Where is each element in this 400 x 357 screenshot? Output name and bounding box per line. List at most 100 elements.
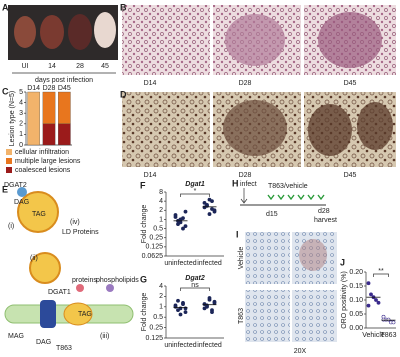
diagram-label: LD Proteins — [62, 229, 99, 236]
y-tick-label: 0.25 — [149, 235, 163, 242]
y-axis-label: ORO positivity (%) — [341, 271, 348, 329]
y-tick-label: 2 — [159, 207, 163, 214]
lipid-droplet — [17, 191, 59, 233]
timeline-label: d28 — [318, 208, 330, 215]
data-point — [181, 302, 185, 306]
bar-segment — [58, 91, 71, 124]
tag-droplet — [63, 302, 93, 326]
chart-title: Dgat2 — [185, 275, 205, 282]
data-point — [381, 317, 386, 322]
histology — [122, 5, 210, 75]
phospholipid — [106, 284, 114, 292]
y-tick-label: 5 — [19, 89, 23, 96]
data-point — [369, 292, 373, 297]
panel-label: G — [140, 274, 147, 284]
panel-label: B — [120, 2, 127, 12]
bar-segment — [58, 123, 71, 146]
timeline-label: infect — [240, 181, 257, 188]
data-point — [183, 209, 188, 214]
legend-swatch — [6, 167, 12, 173]
y-tick-label: 0.00 — [349, 325, 363, 332]
y-tick-label: 0.125 — [145, 244, 163, 251]
data-point — [366, 281, 371, 286]
data-point — [212, 300, 217, 305]
data-point — [212, 208, 217, 213]
y-axis-label: Fold change — [141, 293, 148, 332]
x-tick-label: infected — [197, 260, 222, 267]
data-point — [207, 212, 212, 216]
panel-label: C — [2, 86, 9, 96]
y-tick-label: 4 — [159, 283, 163, 290]
diagram-label: T863 — [56, 345, 72, 352]
lesion — [308, 104, 352, 156]
legend-swatch — [6, 149, 12, 155]
significance-bracket — [180, 193, 210, 197]
dgat1-protein — [40, 300, 56, 328]
y-tick-label: 0.15 — [349, 283, 363, 290]
dose-arrows — [267, 194, 325, 201]
y-tick-label: 2 — [19, 121, 23, 128]
y-tick-label: 0 — [19, 142, 23, 149]
image-label: D45 — [344, 172, 357, 179]
lane-label: UI — [22, 63, 29, 70]
data-point — [183, 310, 188, 315]
micrograph — [245, 232, 290, 284]
data-point — [202, 306, 207, 311]
image-label: D28 — [239, 80, 252, 87]
data-point — [183, 224, 188, 229]
data-point — [202, 201, 207, 205]
y-tick-label: 1 — [19, 131, 23, 138]
y-tick-label: 0.5 — [153, 314, 163, 321]
panel-label: I — [236, 229, 239, 239]
legend-label: cellular infiltration — [15, 149, 69, 156]
timeline-label: harvest — [314, 217, 337, 224]
data-point — [391, 320, 396, 325]
lesion — [318, 12, 382, 68]
legend-swatch — [6, 158, 12, 164]
x-tick-label: D14 — [27, 85, 40, 92]
y-axis-label: Lesion type (N=5) — [9, 91, 16, 146]
panel-label: E — [2, 184, 8, 194]
y-tick-label: 0.5 — [153, 225, 163, 232]
data-point — [374, 298, 378, 302]
significance-bracket — [180, 287, 210, 291]
lung — [14, 16, 36, 48]
chart-title: Dgat1 — [185, 181, 205, 188]
diagram-label: TAG — [32, 211, 46, 218]
y-tick-label: 0.05 — [349, 311, 363, 318]
dgat2-protein — [17, 187, 27, 197]
panel-label: D — [120, 89, 127, 99]
lesion — [357, 102, 393, 150]
y-tick-label: 1 — [159, 304, 163, 311]
protein — [76, 284, 84, 292]
panel-label: H — [232, 178, 239, 188]
y-tick-label: 4 — [159, 198, 163, 205]
bar-segment — [27, 91, 40, 146]
lesion — [225, 14, 285, 66]
y-tick-label: 2 — [159, 293, 163, 300]
data-point — [176, 222, 180, 227]
lung — [40, 15, 64, 49]
y-tick-label: 4 — [19, 99, 23, 106]
histology — [122, 92, 210, 167]
data-point — [366, 303, 371, 308]
image-label: D14 — [144, 172, 157, 179]
data-point — [181, 226, 185, 231]
data-point — [386, 317, 391, 322]
x-tick-label: infected — [197, 342, 222, 349]
diagram-label: proteins — [72, 277, 97, 284]
diagram-label: (iii) — [100, 333, 109, 340]
lane-label: 14 — [48, 63, 56, 70]
legend-label: coalesced lesions — [15, 167, 71, 174]
panel-label: A — [2, 2, 9, 12]
y-tick-label: 1 — [159, 216, 163, 223]
y-tick-label: 0.25 — [149, 324, 163, 331]
diagram-label: TAG — [78, 311, 92, 318]
axis-label: days post infection — [35, 77, 93, 84]
data-point — [210, 310, 214, 315]
y-axis-label: Fold change — [141, 205, 148, 244]
lesion — [223, 100, 287, 156]
timeline-label: d15 — [266, 211, 278, 218]
x-tick-label: uninfected — [164, 342, 196, 349]
